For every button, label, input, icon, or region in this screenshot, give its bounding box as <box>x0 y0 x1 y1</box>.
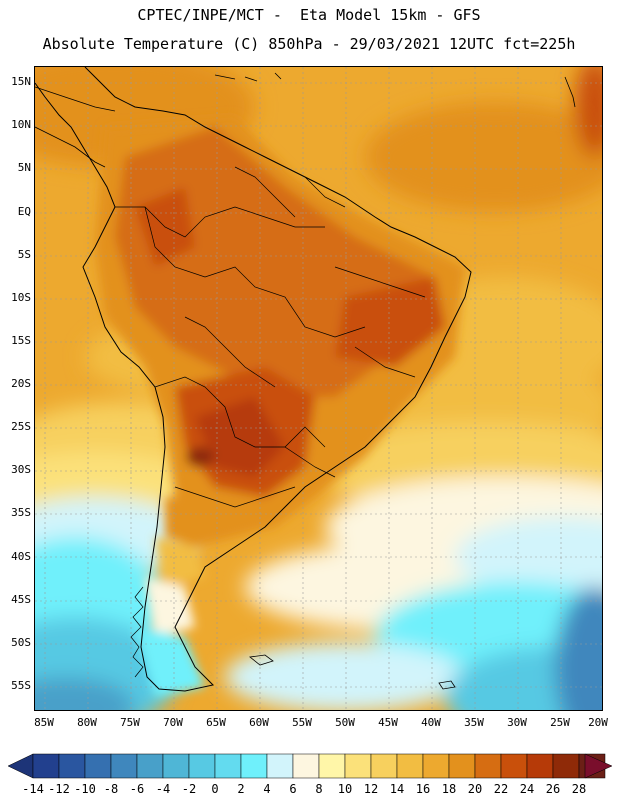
colorbar-cell <box>552 753 580 779</box>
lon-label: 50W <box>335 716 355 729</box>
colorbar-label: 4 <box>263 782 271 796</box>
colorbar-label: 8 <box>315 782 323 796</box>
colorbar-label: 14 <box>389 782 405 796</box>
colorbar-cell <box>344 753 372 779</box>
lon-label: 35W <box>464 716 484 729</box>
colorbar-cell <box>396 753 424 779</box>
colorbar-cell <box>422 753 450 779</box>
lon-label: 70W <box>163 716 183 729</box>
temperature-field <box>35 67 602 710</box>
chart-title-line2: Absolute Temperature (C) 850hPa - 29/03/… <box>42 35 576 53</box>
colorbar-label: 24 <box>519 782 535 796</box>
lon-label: 65W <box>206 716 226 729</box>
colorbar-cell <box>370 753 398 779</box>
chart-title-line1: CPTEC/INPE/MCT - Eta Model 15km - GFS <box>137 6 481 24</box>
colorbar-label: -10 <box>74 782 96 796</box>
colorbar-label: -2 <box>181 782 197 796</box>
lat-label: 30S <box>11 463 31 476</box>
colorbar-cell <box>474 753 502 779</box>
lat-label: EQ <box>17 205 31 218</box>
colorbar-right-arrow <box>584 753 613 779</box>
colorbar-label: 2 <box>237 782 245 796</box>
colorbar-label: 10 <box>337 782 353 796</box>
colorbar-cell <box>32 753 60 779</box>
colorbar-cell <box>292 753 320 779</box>
lat-label: 35S <box>11 506 31 519</box>
lon-label: 25W <box>550 716 570 729</box>
colorbar-left-arrow <box>7 753 34 779</box>
lat-label: 10N <box>11 118 31 131</box>
colorbar-cell <box>214 753 242 779</box>
colorbar-label: 0 <box>211 782 219 796</box>
colorbar-label: -12 <box>48 782 70 796</box>
lat-label: 15S <box>11 334 31 347</box>
colorbar-cell <box>240 753 268 779</box>
lat-label: 10S <box>11 291 31 304</box>
colorbar-cell <box>526 753 554 779</box>
lon-label: 75W <box>120 716 140 729</box>
lon-label: 55W <box>292 716 312 729</box>
lat-label: 20S <box>11 377 31 390</box>
colorbar-label: -4 <box>155 782 171 796</box>
colorbar-label: 28 <box>571 782 587 796</box>
colorbar-cell <box>266 753 294 779</box>
colorbar-cell <box>448 753 476 779</box>
colorbar-label: 20 <box>467 782 483 796</box>
lat-label: 5S <box>17 248 31 261</box>
color-scale-bar <box>7 753 613 779</box>
colorbar-label: 22 <box>493 782 509 796</box>
lon-label: 45W <box>378 716 398 729</box>
lat-label: 15N <box>11 75 31 88</box>
lat-label: 45S <box>11 593 31 606</box>
colorbar-cell <box>84 753 112 779</box>
lon-label: 60W <box>249 716 269 729</box>
lat-label: 25S <box>11 420 31 433</box>
lon-label: 20W <box>588 716 608 729</box>
colorbar-cell <box>136 753 164 779</box>
lon-label: 80W <box>77 716 97 729</box>
colorbar-cell <box>110 753 138 779</box>
lat-label: 50S <box>11 636 31 649</box>
lon-label: 85W <box>34 716 54 729</box>
coastline <box>35 67 472 692</box>
lon-label: 30W <box>507 716 527 729</box>
colorbar-label: -6 <box>129 782 145 796</box>
lat-label: 40S <box>11 550 31 563</box>
lat-label: 5N <box>17 161 31 174</box>
colorbar-label: -8 <box>103 782 119 796</box>
temperature-map <box>34 66 603 711</box>
colorbar-label: 6 <box>289 782 297 796</box>
colorbar-label: 12 <box>363 782 379 796</box>
colorbar-cell <box>500 753 528 779</box>
colorbar-label: 26 <box>545 782 561 796</box>
colorbar-label: -14 <box>22 782 44 796</box>
lat-label: 55S <box>11 679 31 692</box>
colorbar-label: 16 <box>415 782 431 796</box>
colorbar-label: 18 <box>441 782 457 796</box>
colorbar-cell <box>162 753 190 779</box>
colorbar-cell <box>318 753 346 779</box>
colorbar-cell <box>58 753 86 779</box>
lon-label: 40W <box>421 716 441 729</box>
colorbar-cell <box>188 753 216 779</box>
